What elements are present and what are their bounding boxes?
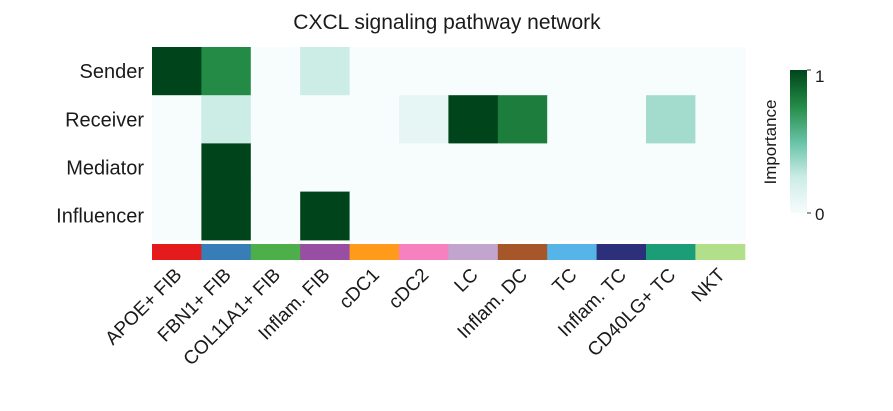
heatmap-cell (497, 143, 548, 193)
heatmap-cell (349, 47, 400, 96)
heatmap-cell (399, 191, 449, 241)
heatmap-cell (250, 143, 301, 193)
column-color-swatch (448, 244, 499, 260)
heatmap-cell (497, 95, 548, 144)
heatmap-cell (152, 95, 202, 144)
row-label: Sender (80, 61, 145, 83)
row-labels: Sender Receiver Mediator Influencer (56, 61, 144, 228)
heatmap-cell (448, 191, 499, 241)
column-color-swatch (646, 244, 696, 260)
column-label: TC (549, 265, 582, 298)
colorbar-tick-min: 0 (815, 205, 824, 224)
chart-title: CXCL signaling pathway network (293, 11, 601, 34)
column-color-swatch (152, 244, 202, 260)
column-color-swatch (349, 244, 400, 260)
heatmap-cell (399, 47, 449, 96)
colorbar-label: Importance (761, 99, 780, 184)
heatmap-cell (695, 191, 746, 241)
heatmap-cell (300, 95, 351, 144)
column-color-swatch (596, 244, 647, 260)
heatmap-cell (547, 47, 598, 96)
heatmap-cell (646, 47, 696, 96)
heatmap-cell (596, 95, 647, 144)
heatmap-cell (547, 191, 598, 241)
heatmap-cell (250, 95, 301, 144)
heatmap-cell (547, 143, 598, 193)
column-label: LC (451, 265, 483, 297)
heatmap-cell (349, 143, 400, 193)
heatmap-cell (596, 191, 647, 241)
colorbar: 1 0 Importance (761, 67, 824, 224)
column-color-swatch (399, 244, 449, 260)
heatmap-cell (152, 47, 202, 96)
heatmap-cell (497, 47, 548, 96)
heatmap-cell (201, 47, 252, 96)
heatmap-cell (300, 191, 351, 241)
column-color-swatch (547, 244, 598, 260)
heatmap-cell (596, 47, 647, 96)
heatmap-cell (596, 143, 647, 193)
heatmap-cell (201, 95, 252, 144)
heatmap-cell (695, 95, 746, 144)
heatmap-cell (695, 47, 746, 96)
heatmap-cell (152, 191, 202, 241)
column-color-swatch (695, 244, 746, 260)
heatmap-cell (448, 143, 499, 193)
heatmap-cell (349, 191, 400, 241)
heatmap-cell (300, 47, 351, 96)
column-label: cDC2 (385, 265, 433, 313)
heatmap-cell (547, 95, 598, 144)
column-label: CD40LG+ TC (584, 265, 680, 361)
heatmap-cell (399, 143, 449, 193)
heatmap-cell (646, 191, 696, 241)
column-color-swatch (250, 244, 301, 260)
heatmap-cell (201, 143, 252, 193)
column-label: cDC1 (335, 265, 383, 313)
heatmap-cell (448, 47, 499, 96)
column-label: NKT (688, 264, 730, 306)
heatmap-cell (152, 143, 202, 193)
heatmap-cell (250, 47, 301, 96)
colorbar-tick-max: 1 (815, 67, 824, 86)
heatmap-cell (695, 143, 746, 193)
column-color-swatch (300, 244, 351, 260)
column-color-swatch (201, 244, 252, 260)
row-label: Mediator (66, 158, 144, 180)
heatmap-cell (250, 191, 301, 241)
row-label: Influencer (56, 206, 144, 228)
row-label: Receiver (65, 109, 144, 131)
heatmap-cell (300, 143, 351, 193)
column-color-swatch (497, 244, 548, 260)
heatmap-cell (497, 191, 548, 241)
heatmap-cell (646, 143, 696, 193)
heatmap-cell (349, 95, 400, 144)
heatmap-cell (646, 95, 696, 144)
heatmap-cell (448, 95, 499, 144)
heatmap-cells (152, 47, 746, 241)
colorbar-gradient (790, 70, 807, 213)
heatmap-cell (399, 95, 449, 144)
column-color-bar (152, 244, 746, 260)
heatmap-cell (201, 191, 252, 241)
